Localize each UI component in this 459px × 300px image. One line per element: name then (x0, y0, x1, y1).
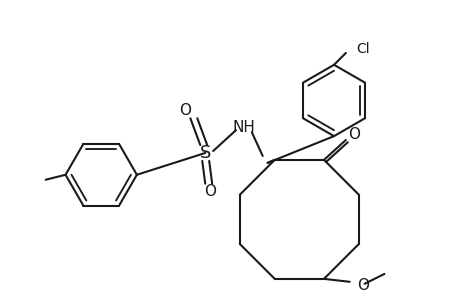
Text: O: O (179, 103, 191, 118)
Text: Cl: Cl (355, 42, 369, 56)
Text: NH: NH (232, 120, 255, 135)
Text: O: O (347, 127, 359, 142)
Text: O: O (356, 278, 368, 293)
Text: S: S (199, 144, 211, 162)
Text: O: O (204, 184, 216, 199)
